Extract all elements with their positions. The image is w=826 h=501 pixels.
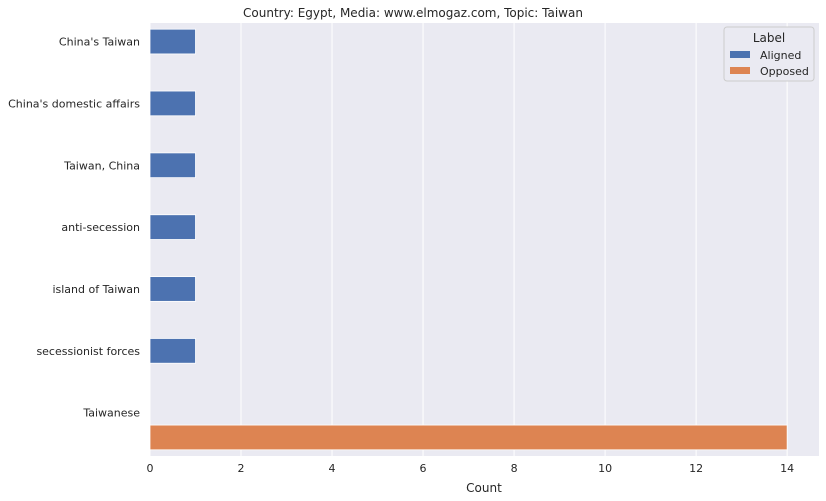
- legend: Label Aligned Opposed: [723, 26, 815, 82]
- x-tick-label: 2: [238, 462, 245, 475]
- y-tick-label: China's domestic affairs: [8, 97, 140, 110]
- x-tick-label: 12: [689, 462, 703, 475]
- x-tick-label: 6: [420, 462, 427, 475]
- x-tick-label: 14: [780, 462, 794, 475]
- legend-swatch-opposed: [730, 67, 750, 74]
- y-tick-label: island of Taiwan: [52, 283, 140, 296]
- x-tick-label: 8: [511, 462, 518, 475]
- legend-label-aligned: Aligned: [760, 49, 801, 62]
- bar: [149, 90, 196, 117]
- chart-title: Country: Egypt, Media: www.elmogaz.com, …: [243, 6, 583, 20]
- x-tick-labels: 0 2 4 6 8 10 12 14: [147, 462, 795, 475]
- bar: [149, 276, 196, 302]
- legend-label-opposed: Opposed: [760, 65, 809, 78]
- x-axis-label: Count: [466, 481, 502, 495]
- y-tick-labels: China's Taiwan China's domestic affairs Ta…: [8, 36, 140, 420]
- plot-area: [150, 23, 819, 456]
- y-tick-label: Taiwanese: [82, 407, 140, 420]
- legend-title: Label: [753, 31, 785, 45]
- grid-lines: [149, 23, 788, 456]
- x-tick-label: 0: [147, 462, 154, 475]
- bar: [149, 214, 196, 240]
- bars: [149, 28, 788, 451]
- legend-swatch-aligned: [730, 51, 750, 58]
- y-tick-label: anti-secession: [61, 221, 140, 234]
- bar: [149, 424, 788, 451]
- bar: [149, 338, 196, 364]
- x-tick-label: 10: [598, 462, 612, 475]
- x-tick-label: 4: [329, 462, 336, 475]
- bar: [149, 152, 196, 179]
- y-tick-label: China's Taiwan: [59, 36, 140, 49]
- y-tick-label: Taiwan, China: [63, 159, 140, 172]
- y-tick-label: secessionist forces: [36, 345, 140, 358]
- bar: [149, 28, 196, 55]
